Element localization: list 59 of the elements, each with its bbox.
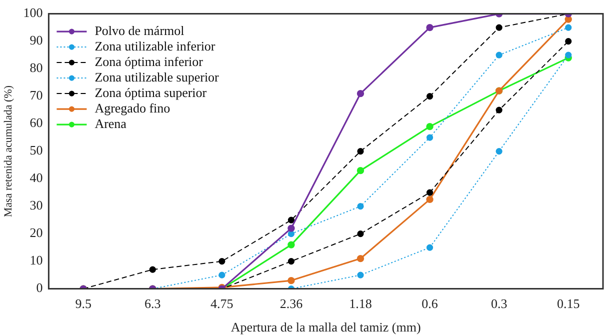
x-tick-label: 0.3 (490, 296, 508, 312)
point (357, 272, 364, 278)
y-tick-label: 50 (30, 142, 43, 158)
y-tick-label: 80 (30, 60, 43, 76)
point (356, 166, 364, 174)
point (357, 230, 364, 238)
y-axis-title: Masa retenida acumulada (%) (2, 85, 14, 218)
y-tick-label: 60 (30, 115, 43, 130)
point (288, 230, 295, 238)
point (288, 224, 295, 232)
point (496, 24, 502, 31)
point (426, 24, 434, 32)
legend-label: Zona utilizable inferior (94, 38, 216, 54)
point (357, 148, 364, 155)
point (426, 93, 434, 100)
x-tick-label: 1.18 (349, 296, 372, 312)
point (357, 203, 364, 210)
point (218, 258, 226, 265)
point (356, 90, 364, 98)
x-axis-title: Apertura de la malla del tamiz (mm) (230, 320, 421, 335)
x-tick-label: 4.75 (210, 296, 234, 312)
y-tick-label: 30 (30, 198, 43, 213)
point (426, 122, 434, 130)
point (496, 148, 502, 155)
legend-label: Zona óptima superior (94, 84, 208, 100)
point (288, 241, 295, 248)
legend-label: Polvo de mármol (94, 22, 185, 38)
x-tick-label: 2.36 (280, 296, 304, 312)
point (564, 16, 572, 23)
point (426, 189, 434, 196)
legend-label: Agregado fino (94, 100, 170, 116)
point (426, 196, 434, 204)
point (288, 276, 295, 284)
y-tick-label: 0 (36, 280, 43, 296)
y-tick-label: 70 (30, 88, 43, 103)
y-tick-label: 10 (30, 252, 43, 268)
x-tick-label: 6.3 (144, 296, 161, 312)
point (565, 24, 572, 31)
x-tick-label: 0.6 (422, 296, 438, 312)
point (218, 272, 226, 278)
legend-label: Zona utilizable superior (94, 69, 220, 84)
point (149, 266, 156, 273)
x-tick-label: 9.5 (75, 296, 92, 312)
legend-label: Arena (94, 116, 127, 131)
y-tick-label: 90 (30, 32, 43, 48)
legend-label: Zona óptima inferior (94, 54, 204, 69)
point (426, 244, 434, 251)
point (496, 106, 502, 114)
point (426, 134, 434, 141)
point (356, 254, 364, 262)
point (496, 52, 502, 58)
point (565, 38, 572, 45)
y-tick-label: 20 (30, 225, 43, 240)
x-tick-label: 0.15 (556, 296, 580, 312)
y-tick-label: 100 (23, 5, 43, 20)
point (288, 216, 295, 224)
point (565, 52, 572, 58)
point (288, 258, 295, 265)
y-tick-label: 40 (30, 170, 43, 186)
